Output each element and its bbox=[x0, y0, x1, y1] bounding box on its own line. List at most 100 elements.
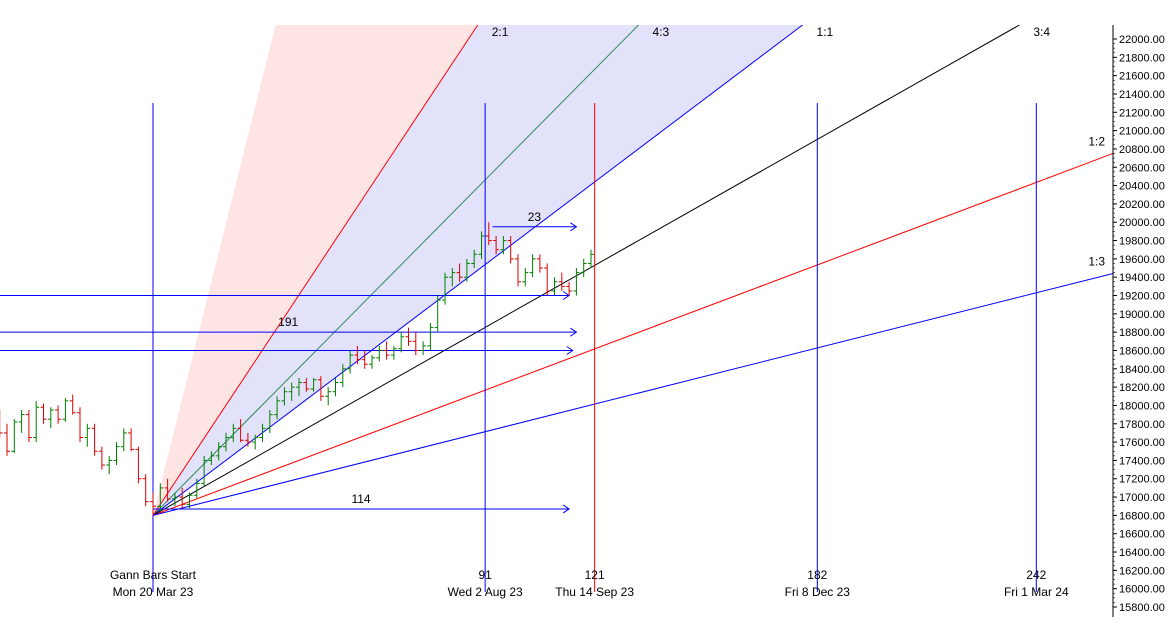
price-bar bbox=[91, 423, 98, 456]
vertical-marker-date: Fri 8 Dec 23 bbox=[785, 585, 851, 599]
vertical-marker-number: 182 bbox=[807, 568, 827, 582]
axis-tick-label: 18000.00 bbox=[1119, 400, 1165, 412]
price-bar bbox=[354, 345, 361, 365]
price-bar bbox=[500, 235, 507, 255]
price-bar bbox=[98, 446, 105, 470]
axis-tick-label: 18800.00 bbox=[1119, 327, 1165, 339]
price-bar bbox=[230, 423, 237, 443]
price-bar bbox=[77, 407, 83, 443]
fan-line-2-1 bbox=[152, 24, 479, 516]
price-bar bbox=[310, 377, 317, 392]
axis-tick-label: 17000.00 bbox=[1119, 492, 1165, 504]
axis-tick-label: 18400.00 bbox=[1119, 364, 1165, 376]
price-bar bbox=[237, 419, 244, 443]
measure-arrowhead bbox=[570, 222, 578, 232]
price-bar bbox=[11, 419, 18, 454]
price-bar bbox=[536, 254, 543, 273]
axis-tick-label: 21400.00 bbox=[1119, 89, 1165, 101]
vertical-marker-date: Wed 2 Aug 23 bbox=[448, 585, 523, 599]
axis-tick-label: 19600.00 bbox=[1119, 254, 1165, 266]
price-bars-layer bbox=[0, 222, 594, 516]
price-bar bbox=[252, 434, 259, 450]
price-bar bbox=[4, 423, 10, 456]
axis-tick-label: 18200.00 bbox=[1119, 382, 1165, 394]
price-bar bbox=[84, 423, 91, 447]
price-axis: 22000.00 21800.00 21600.00 21400.00 21200.00… bbox=[1112, 0, 1172, 617]
fan-label-1-2: 1:2 bbox=[1088, 134, 1105, 148]
price-bar bbox=[347, 350, 354, 374]
axis-tick-label: 21200.00 bbox=[1119, 107, 1165, 119]
axis-tick-label: 19200.00 bbox=[1119, 291, 1165, 303]
axis-tick-label: 22000.00 bbox=[1119, 34, 1165, 46]
fan-label-1-1: 1:1 bbox=[817, 25, 834, 39]
price-bar bbox=[259, 423, 266, 443]
axis-tick-label: 20000.00 bbox=[1119, 217, 1165, 229]
fan-line-1-2 bbox=[152, 152, 1114, 516]
vertical-marker-number: 121 bbox=[585, 568, 605, 582]
price-bar bbox=[456, 263, 463, 282]
price-bar bbox=[296, 377, 302, 397]
price-bar bbox=[186, 492, 193, 509]
vertical-markers-layer bbox=[152, 103, 1037, 592]
price-bar bbox=[398, 332, 405, 353]
axis-tick-label: 19400.00 bbox=[1119, 272, 1165, 284]
price-bar bbox=[171, 492, 178, 507]
fan-label-1-3: 1:3 bbox=[1088, 254, 1105, 268]
vertical-marker-number: 242 bbox=[1026, 568, 1046, 582]
price-bar bbox=[383, 341, 390, 360]
measure-label: 23 bbox=[528, 210, 542, 224]
axis-tick-label: 16800.00 bbox=[1119, 510, 1165, 522]
fan-line-3-4 bbox=[152, 24, 1020, 516]
price-bar bbox=[442, 272, 448, 305]
price-bar bbox=[588, 249, 594, 269]
price-bar bbox=[215, 442, 222, 461]
price-bar bbox=[281, 387, 288, 406]
measure-arrowhead bbox=[562, 504, 571, 514]
price-bar bbox=[485, 222, 492, 246]
price-bar bbox=[142, 474, 149, 507]
price-bar bbox=[369, 355, 375, 369]
fan-line-1-3 bbox=[152, 272, 1114, 516]
price-bar bbox=[244, 432, 251, 447]
price-bar bbox=[18, 410, 25, 433]
price-bar bbox=[427, 323, 434, 351]
price-bar bbox=[33, 400, 40, 443]
price-bar bbox=[193, 478, 200, 498]
price-bar bbox=[0, 410, 3, 438]
price-bar bbox=[507, 235, 514, 264]
price-bar bbox=[317, 376, 324, 401]
price-bar bbox=[208, 451, 215, 465]
price-bar bbox=[325, 387, 332, 406]
axis-tick-label: 16200.00 bbox=[1119, 565, 1165, 577]
price-bar bbox=[47, 407, 54, 429]
axis-tick-label: 20600.00 bbox=[1119, 162, 1165, 174]
measure-label: 114 bbox=[351, 492, 370, 506]
price-bar bbox=[288, 382, 295, 401]
price-bar bbox=[478, 231, 485, 259]
axis-tick-label: 16400.00 bbox=[1119, 547, 1165, 559]
price-bar bbox=[69, 394, 76, 415]
price-bar bbox=[157, 483, 164, 511]
fan-label-2-1: 2:1 bbox=[492, 25, 509, 39]
price-bar bbox=[522, 268, 529, 287]
price-bar bbox=[55, 405, 62, 424]
axis-background bbox=[1114, 0, 1172, 617]
price-bar bbox=[390, 345, 397, 360]
axis-tick-label: 20200.00 bbox=[1119, 199, 1165, 211]
price-bar bbox=[120, 428, 127, 452]
price-bar bbox=[62, 398, 69, 422]
price-bar bbox=[471, 249, 478, 269]
price-bar bbox=[463, 258, 470, 282]
price-bar bbox=[551, 277, 558, 296]
price-bar bbox=[412, 332, 419, 356]
price-bar bbox=[529, 254, 536, 278]
price-bar bbox=[573, 268, 580, 296]
axis-tick-label: 21000.00 bbox=[1119, 126, 1165, 138]
price-bar bbox=[266, 410, 273, 433]
axis-tick-label: 17400.00 bbox=[1119, 455, 1165, 467]
price-bar bbox=[544, 263, 551, 296]
price-bar bbox=[106, 455, 113, 475]
measure-label: 191 bbox=[278, 315, 298, 329]
